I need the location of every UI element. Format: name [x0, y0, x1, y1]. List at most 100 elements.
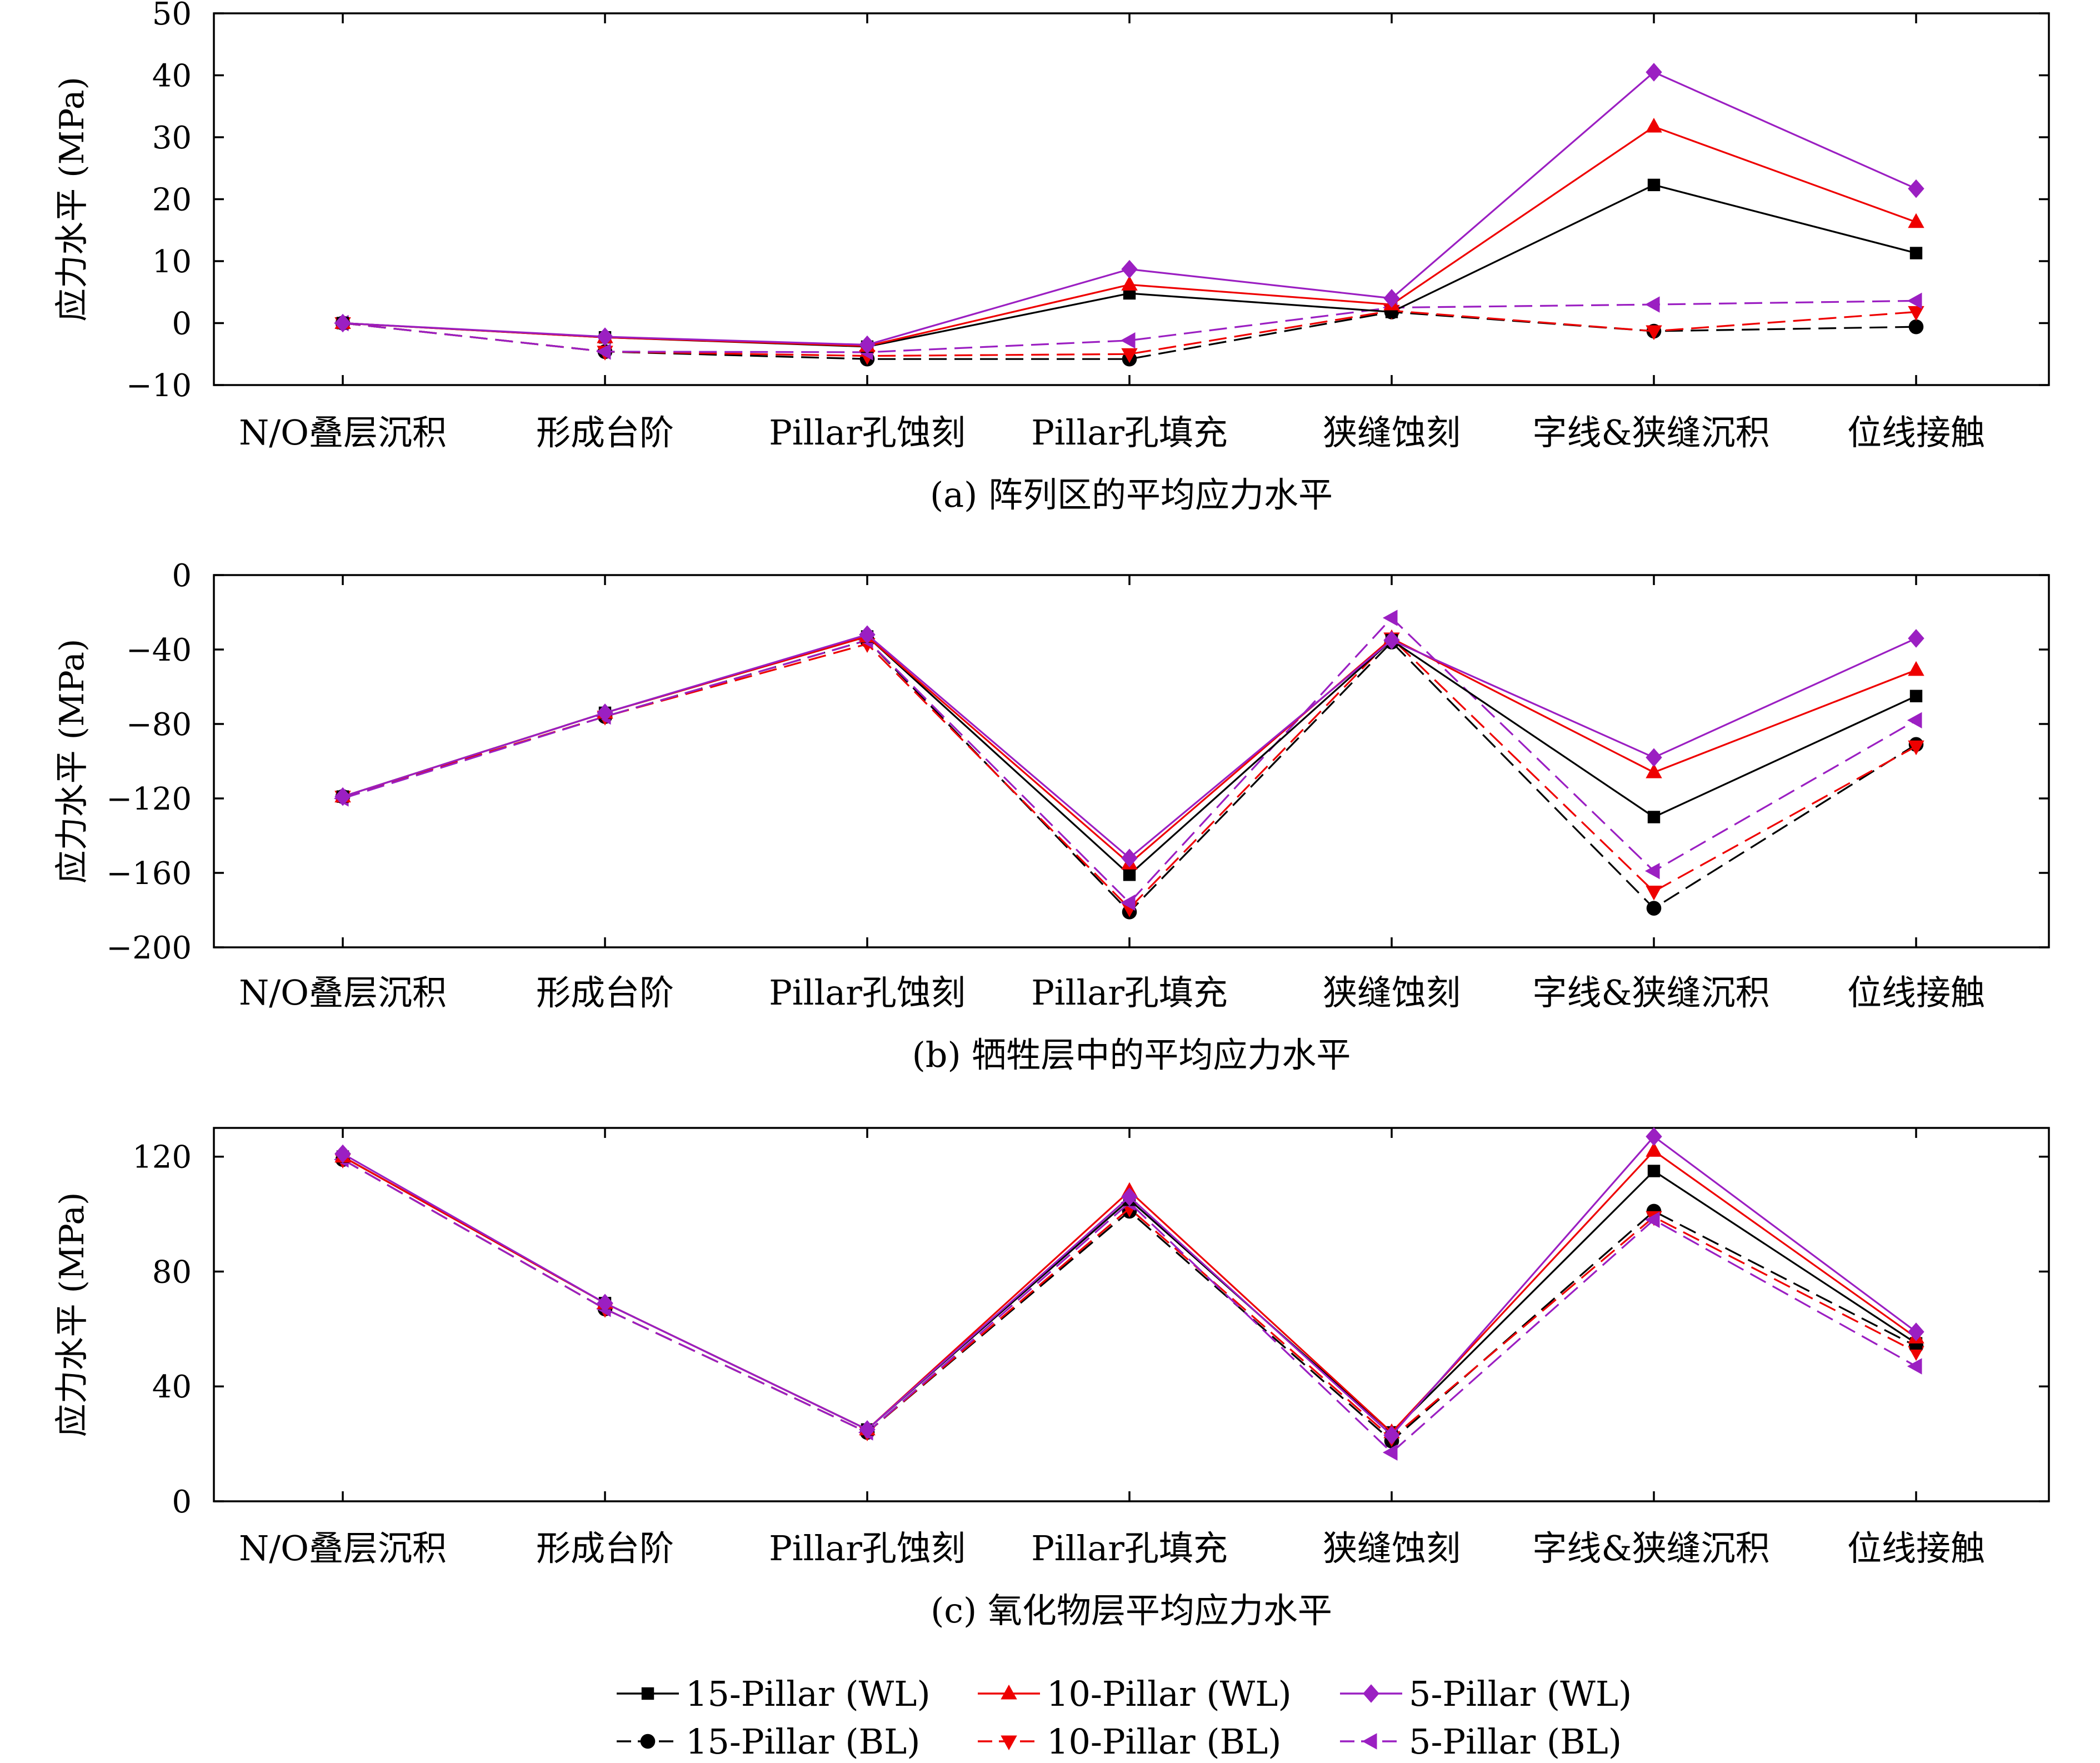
y-axis-label: 应力水平 (MPa) [53, 77, 92, 322]
data-point [1908, 319, 1924, 334]
legend-marker [1001, 1684, 1017, 1700]
data-point [1121, 259, 1138, 279]
data-point [1908, 306, 1924, 321]
x-tick-label: 狭缝蚀刻 [1323, 1528, 1461, 1569]
legend-label: 15-Pillar (WL) [686, 1674, 931, 1714]
x-tick-label: Pillar孔填充 [1031, 412, 1228, 453]
x-tick-label: 字线&狭缝沉积 [1532, 412, 1769, 453]
x-tick-label: Pillar孔填充 [1031, 1528, 1228, 1569]
data-point [334, 1144, 351, 1163]
data-point [859, 1420, 876, 1439]
data-point [1908, 213, 1924, 228]
data-point [1647, 811, 1661, 823]
series-5-pillar-wl [334, 63, 1924, 354]
x-tick-label: 位线接触 [1847, 972, 1985, 1013]
legend: 15-Pillar (WL) 10-Pillar (WL) 5-Pillar (WL… [617, 1674, 1632, 1762]
y-tick-label: −40 [126, 632, 192, 668]
legend-marker [640, 1734, 656, 1749]
x-tick-label: Pillar孔填充 [1031, 972, 1228, 1013]
series-10-pillar-wl [334, 117, 1924, 352]
data-point [1644, 296, 1660, 313]
data-point [1646, 901, 1662, 916]
data-point [1646, 748, 1662, 767]
data-point [1121, 848, 1138, 867]
y-tick-label: 40 [152, 58, 192, 94]
data-point [1646, 1127, 1662, 1146]
y-axis-label: 应力水平 (MPa) [53, 1192, 92, 1437]
x-tick-label: N/O叠层沉积 [239, 972, 447, 1013]
data-point [1646, 886, 1662, 901]
data-point [597, 1293, 613, 1313]
data-point [1383, 1426, 1400, 1445]
x-tick-label: 字线&狭缝沉积 [1532, 1528, 1769, 1569]
data-point [859, 335, 876, 354]
data-point [1383, 631, 1400, 650]
data-point [1647, 178, 1661, 192]
data-point [1646, 63, 1662, 82]
y-tick-label: −200 [106, 930, 192, 966]
x-tick-label: 形成台阶 [536, 412, 674, 453]
data-point [1121, 276, 1138, 291]
y-tick-label: 10 [152, 244, 192, 280]
panel-caption: (a) 阵列区的平均应力水平 [930, 475, 1333, 515]
x-tick-label: Pillar孔蚀刻 [769, 972, 966, 1013]
data-point [596, 343, 611, 360]
series-15-pillar-wl [336, 630, 1923, 881]
data-point [1121, 348, 1138, 363]
y-tick-label: 30 [152, 120, 192, 156]
y-tick-label: −160 [106, 856, 192, 892]
data-point [1908, 629, 1924, 648]
y-tick-label: −120 [106, 781, 192, 817]
x-tick-label: 位线接触 [1847, 1528, 1985, 1569]
data-point [1382, 610, 1398, 626]
legend-label: 5-Pillar (BL) [1409, 1721, 1622, 1762]
x-tick-label: 形成台阶 [536, 972, 674, 1013]
data-point [1909, 690, 1923, 702]
plot-frame [213, 574, 2050, 948]
plot-frame [213, 1127, 2050, 1502]
data-point [1646, 1142, 1662, 1157]
legend-marker [1363, 1684, 1379, 1703]
legend-label: 15-Pillar (BL) [686, 1721, 920, 1762]
x-tick-label: 字线&狭缝沉积 [1532, 972, 1769, 1013]
x-tick-label: 狭缝蚀刻 [1323, 412, 1461, 453]
data-point [1908, 661, 1924, 676]
y-tick-label: 120 [132, 1140, 192, 1176]
series-5-pillar-wl [334, 1127, 1924, 1445]
legend-label: 10-Pillar (WL) [1047, 1674, 1292, 1714]
y-axis-label: 应力水平 (MPa) [53, 639, 92, 884]
x-tick-label: Pillar孔蚀刻 [769, 1528, 966, 1569]
legend-item: 5-Pillar (WL) [1340, 1674, 1632, 1714]
series-line [342, 635, 1917, 865]
data-point [597, 327, 613, 346]
data-point [597, 703, 613, 722]
data-point [1383, 289, 1400, 308]
data-point [1646, 117, 1662, 133]
y-tick-label: −10 [126, 368, 192, 404]
x-tick-label: 狭缝蚀刻 [1323, 972, 1461, 1013]
data-point [1121, 1187, 1138, 1206]
data-point [859, 625, 876, 644]
series-line [342, 633, 1917, 860]
y-tick-label: 0 [172, 1484, 192, 1520]
series-line [342, 1135, 1917, 1437]
chart-panel-3: 0 40 80 120 N/O叠层沉积 形成台阶 Pillar孔蚀刻 Pillar孔填充 狭缝蚀… [53, 1127, 2050, 1631]
data-point [1644, 862, 1660, 880]
y-tick-label: 80 [152, 1254, 192, 1290]
chart-panel-2: −200 −160 −120 −80 −40 0 N/O叠层沉积 形成台阶 Pillar孔蚀刻 P… [53, 558, 2050, 1075]
x-tick-label: Pillar孔蚀刻 [769, 412, 966, 453]
data-point [334, 313, 351, 333]
legend-item: 5-Pillar (BL) [1340, 1721, 1622, 1762]
data-point [334, 787, 351, 806]
y-tick-label: 0 [172, 558, 192, 594]
legend-label: 10-Pillar (BL) [1047, 1721, 1281, 1762]
legend-item: 15-Pillar (BL) [617, 1721, 920, 1762]
data-point [1120, 332, 1136, 349]
y-tick-label: 40 [152, 1369, 192, 1405]
legend-label: 5-Pillar (WL) [1409, 1674, 1632, 1714]
x-tick-label: 形成台阶 [536, 1528, 674, 1569]
series-5-pillar-wl [334, 625, 1924, 867]
series-line [342, 635, 1917, 876]
